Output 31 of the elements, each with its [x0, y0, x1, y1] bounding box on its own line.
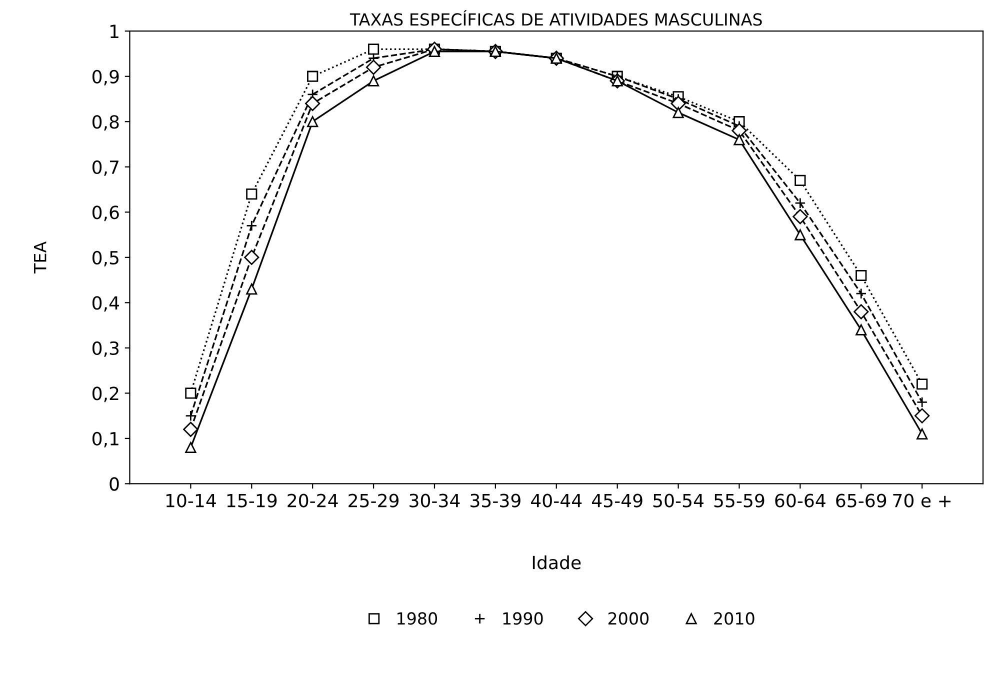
- x-tick-label: 60-64: [775, 494, 826, 508]
- chart-title: TAXAS ESPECÍFICAS DE ATIVIDADES MASCULINAS: [350, 10, 762, 26]
- y-tick-label: 0,4: [92, 296, 120, 312]
- x-tick-label: 70 e +: [893, 494, 951, 508]
- y-tick-label: 0,5: [92, 250, 118, 266]
- x-tick-label: 15-19: [227, 494, 277, 508]
- x-tick-label: 10-14: [166, 494, 216, 508]
- y-tick-label: 1: [110, 24, 118, 38]
- x-tick-label: 65-69: [836, 494, 886, 508]
- x-axis-title: Idade: [532, 555, 581, 570]
- y-tick-label: 0,1: [92, 432, 118, 448]
- y-axis-title: TEA: [34, 241, 46, 274]
- y-tick-label: 0,9: [92, 70, 119, 86]
- x-tick-label: 25-29: [348, 494, 398, 508]
- y-tick-label: 0: [110, 477, 119, 491]
- x-tick-label: 40-44: [531, 494, 582, 508]
- legend-label: 2010: [714, 612, 754, 625]
- legend-label: 2000: [608, 612, 649, 625]
- y-tick-label: 0,2: [92, 386, 118, 402]
- x-tick-label: 30-34: [410, 494, 460, 508]
- y-tick-label: 0,3: [92, 341, 119, 357]
- x-tick-label: 20-24: [288, 494, 338, 508]
- x-tick-label: 55-59: [714, 494, 764, 508]
- y-tick-label: 0,7: [92, 160, 118, 176]
- x-tick-label: 45-49: [592, 494, 642, 508]
- y-tick-label: 0,6: [92, 206, 119, 222]
- x-tick-label: 50-54: [653, 494, 704, 508]
- legend-label: 1980: [398, 612, 438, 625]
- legend-label: 1990: [503, 612, 543, 625]
- x-tick-label: 35-39: [470, 494, 520, 508]
- y-tick-label: 0,8: [92, 115, 119, 131]
